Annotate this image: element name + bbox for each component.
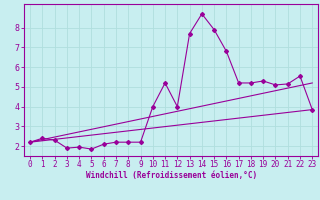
X-axis label: Windchill (Refroidissement éolien,°C): Windchill (Refroidissement éolien,°C) [86,171,257,180]
